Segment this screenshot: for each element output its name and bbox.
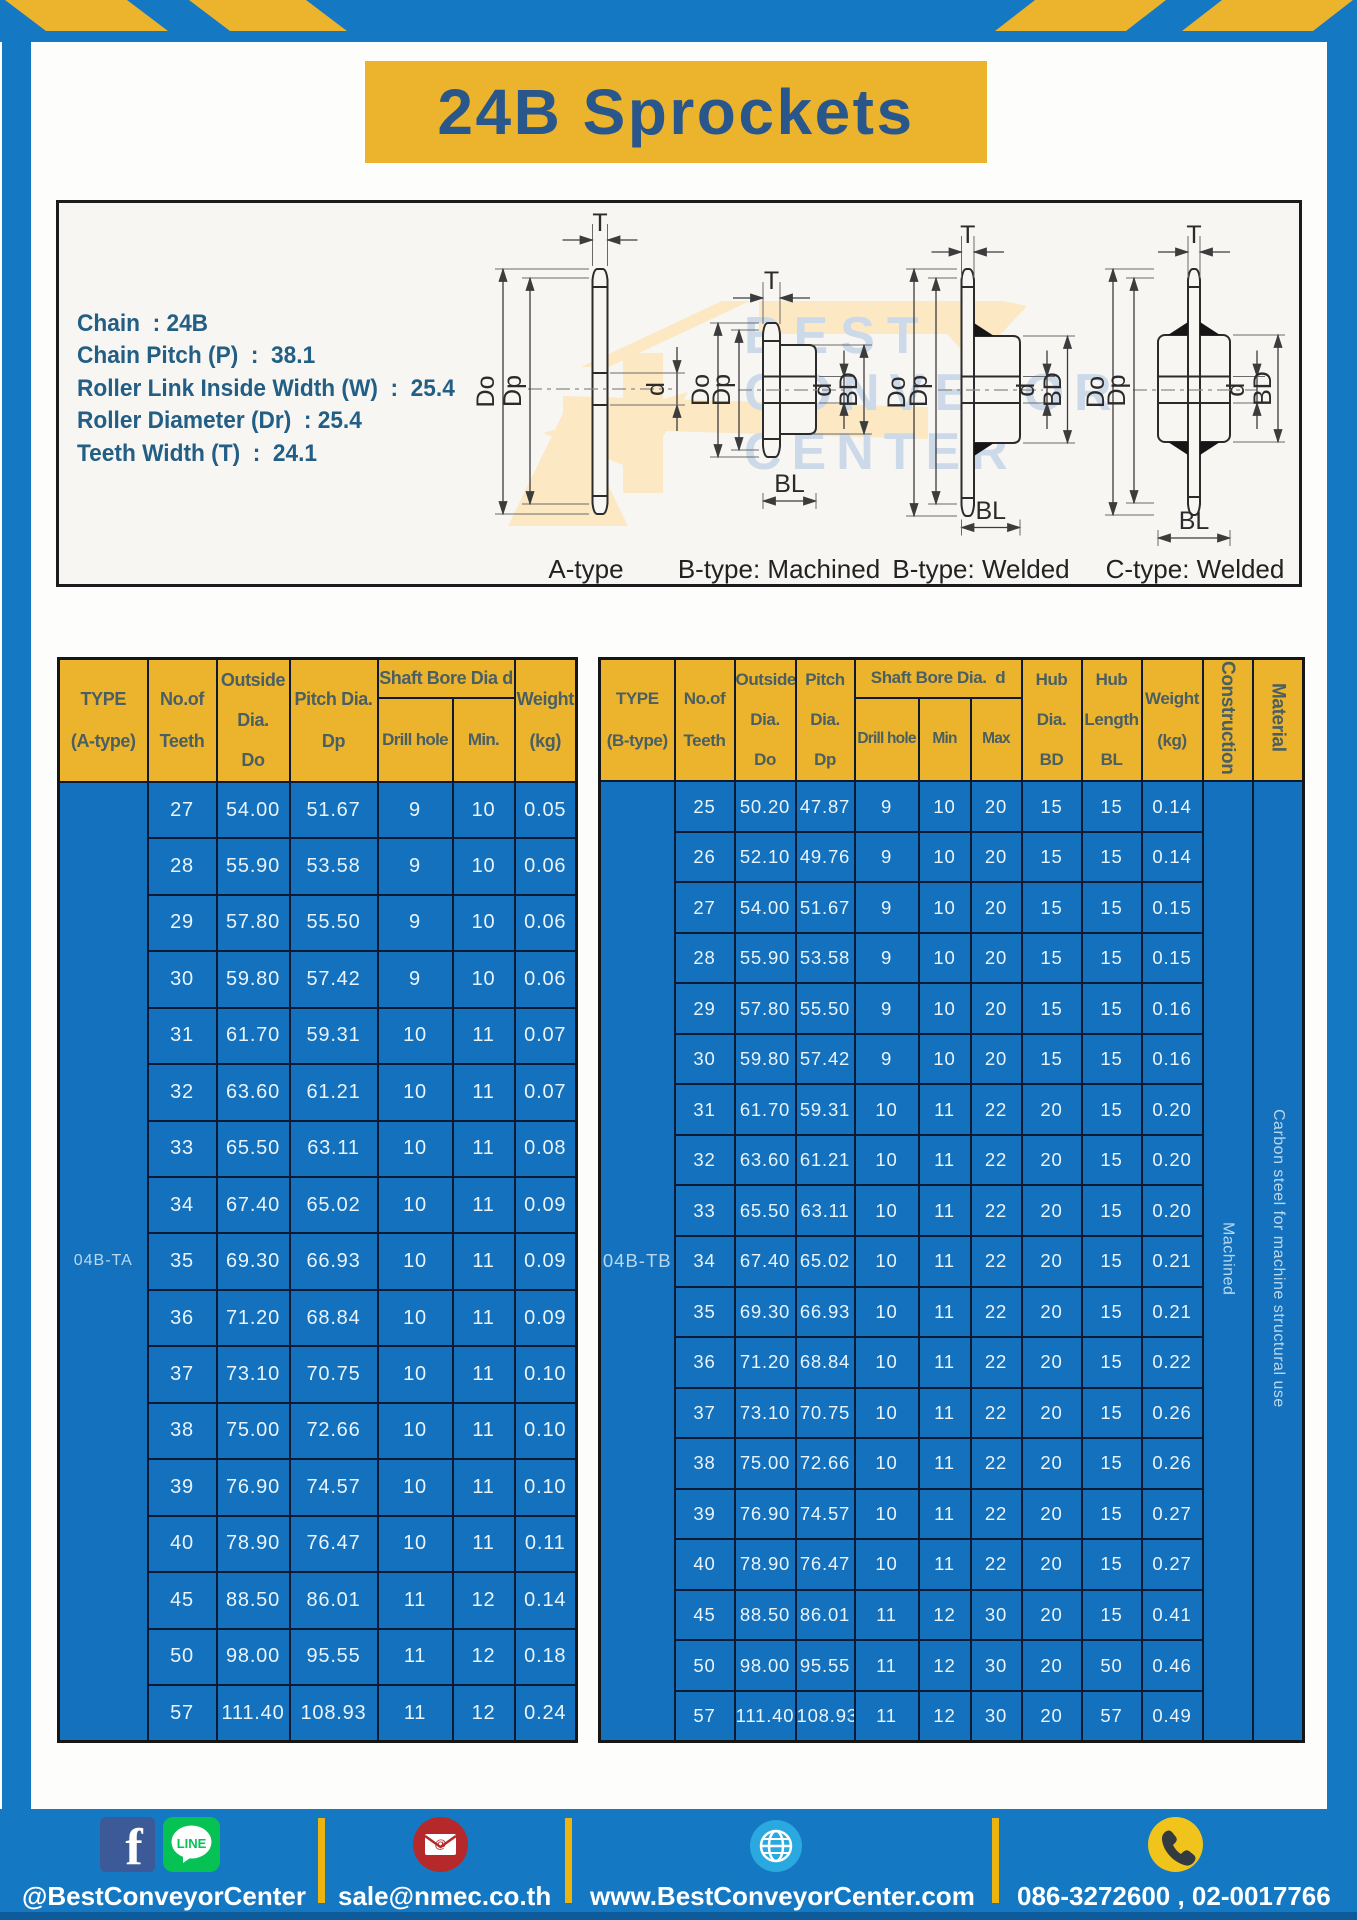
svg-text:@: @ — [434, 1837, 446, 1851]
svg-text:T: T — [960, 221, 975, 249]
svg-text:BL: BL — [1179, 507, 1210, 535]
svg-text:C-type: Welded: C-type: Welded — [1106, 554, 1285, 584]
svg-text:Do: Do — [1082, 376, 1110, 408]
svg-text:Dp: Dp — [499, 375, 527, 407]
svg-text:B-type: Machined: B-type: Machined — [678, 554, 880, 584]
svg-text:d: d — [642, 382, 670, 396]
svg-text:LINE: LINE — [177, 1836, 207, 1851]
svg-text:BD: BD — [1039, 372, 1067, 407]
svg-text:Do: Do — [687, 374, 715, 406]
svg-text:f: f — [125, 1819, 143, 1872]
svg-text:d: d — [809, 383, 837, 397]
svg-text:T: T — [764, 267, 779, 295]
svg-text:B-type: Welded: B-type: Welded — [892, 554, 1069, 584]
svg-text:T: T — [592, 209, 607, 237]
svg-text:BD: BD — [1249, 371, 1277, 406]
svg-text:d: d — [1012, 383, 1040, 397]
svg-text:Dp: Dp — [905, 375, 933, 407]
svg-text:BL: BL — [774, 470, 805, 498]
svg-text:T: T — [1186, 221, 1201, 249]
svg-text:Do: Do — [472, 376, 500, 408]
svg-text:Dp: Dp — [708, 374, 736, 406]
svg-text:BD: BD — [835, 372, 863, 407]
svg-text:Dp: Dp — [1103, 375, 1131, 407]
svg-text:BL: BL — [975, 497, 1006, 525]
svg-text:A-type: A-type — [548, 554, 623, 584]
svg-text:d: d — [1222, 383, 1250, 397]
svg-text:Do: Do — [883, 377, 911, 409]
